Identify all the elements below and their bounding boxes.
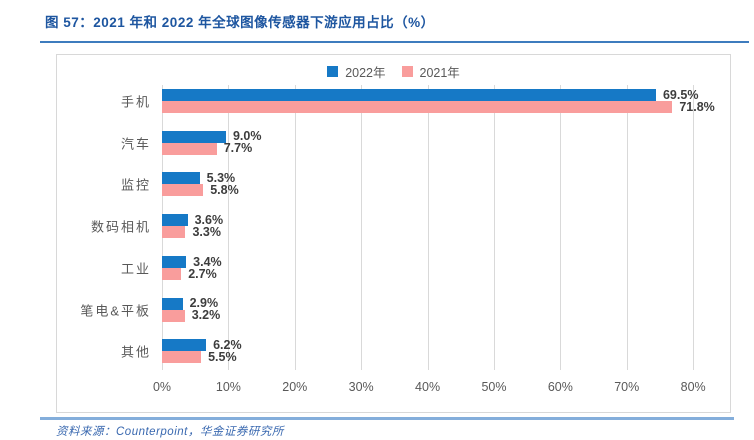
legend-swatch-2021 [401, 66, 413, 77]
bar-2021年-数码相机 [162, 226, 186, 239]
bar-value-label: 3.2% [191, 308, 221, 323]
bar-2022年-其他 [162, 339, 207, 352]
gridline-10 [228, 85, 230, 370]
bar-2021年-监控 [162, 184, 204, 197]
bar-row: 5.5% [162, 349, 754, 364]
bar-value-label: 71.8% [679, 99, 715, 114]
gridline-70 [626, 85, 628, 370]
bar-value-label: 9.0% [232, 129, 262, 144]
gridline-60 [560, 85, 562, 370]
x-axis-tick-label: 20% [282, 380, 308, 394]
category-label: 工业 [120, 261, 151, 277]
x-axis-tick-label: 50% [481, 380, 507, 394]
x-axis-tick-label: 70% [614, 380, 640, 394]
bar-value-label: 5.3% [206, 171, 236, 186]
chart-frame: 2022年 2021年 0% 10% 20% 30% 40% 50% 60% 70% 80% 手机… [56, 54, 731, 413]
plot-area: 0% 10% 20% 30% 40% 50% 60% 70% 80% 手机 69.5% 71.8% 汽车… [80, 85, 729, 394]
figure-title: 图 57：2021 年和 2022 年全球图像传感器下游应用占比（%） [45, 15, 435, 30]
bar-value-label: 6.2% [213, 337, 242, 352]
bar-value-label: 3.6% [194, 212, 224, 227]
legend-label-2021: 2021年 [419, 66, 460, 80]
bar-2022年-手机 [162, 89, 656, 101]
bar-row: 69.5% [162, 89, 754, 101]
bar-value-label: 5.5% [208, 349, 237, 364]
bar-2022年-工业 [162, 255, 187, 268]
source-note: 资料来源：Counterpoint，华金证券研究所 [56, 426, 284, 438]
footer-divider-rule [40, 417, 734, 420]
bar-row: 9.0% [162, 129, 754, 144]
bar-2021年-汽车 [162, 142, 217, 155]
bar-row: 5.8% [162, 183, 754, 198]
bar-value-label: 2.7% [188, 266, 217, 281]
bar-2021年-手机 [162, 101, 673, 113]
bar-row: 2.7% [162, 268, 754, 280]
bar-2022年-笔电&平板 [162, 297, 183, 310]
category-label: 数码相机 [90, 219, 151, 235]
bar-value-label: 5.8% [210, 183, 239, 198]
category-label: 其他 [120, 344, 151, 360]
gridline-40 [427, 85, 429, 370]
gridline-20 [294, 85, 296, 370]
x-axis-tick-label: 0% [152, 380, 172, 394]
bar-row: 2.9% [162, 296, 754, 311]
bar-value-label: 2.9% [189, 296, 219, 311]
x-axis-tick-label: 30% [348, 380, 374, 394]
gridline-50 [493, 85, 495, 370]
bar-value-label: 7.7% [223, 141, 253, 156]
bar-2021年-笔电&平板 [162, 309, 185, 322]
x-axis-tick-label: 80% [680, 380, 706, 394]
bar-row: 3.4% [162, 256, 754, 268]
legend-label-2022: 2022年 [345, 66, 386, 80]
bar-2022年-汽车 [162, 130, 226, 143]
category-label: 监控 [120, 177, 151, 193]
x-axis-tick-label: 10% [215, 380, 241, 394]
x-axis-tick-label: 60% [547, 380, 573, 394]
x-axis-tick-label: 40% [415, 380, 441, 394]
bar-value-label: 3.3% [192, 224, 221, 239]
title-divider-rule [40, 41, 749, 43]
gridline-30 [361, 85, 363, 370]
bar-2022年-监控 [162, 172, 200, 185]
bar-2021年-其他 [162, 351, 202, 364]
bar-row: 6.2% [162, 337, 754, 352]
bar-row: 7.7% [162, 141, 754, 156]
category-label: 笔电&平板 [80, 303, 151, 318]
bar-row: 3.3% [162, 224, 754, 239]
bar-2022年-数码相机 [162, 214, 188, 227]
bar-row: 3.2% [162, 308, 754, 323]
legend-item-2022: 2022年 [327, 62, 386, 81]
bar-row: 5.3% [162, 171, 754, 186]
category-label: 汽车 [120, 136, 151, 152]
bar-row: 3.6% [162, 212, 754, 227]
chart-legend: 2022年 2021年 [57, 62, 730, 81]
bar-value-label: 3.4% [193, 254, 222, 269]
bar-value-label: 69.5% [662, 87, 699, 102]
legend-item-2021: 2021年 [401, 62, 460, 81]
gridline-80 [693, 85, 695, 370]
category-label: 手机 [120, 94, 151, 110]
bar-2021年-工业 [162, 267, 182, 280]
bar-row: 71.8% [162, 101, 754, 113]
legend-swatch-2022 [327, 66, 339, 77]
